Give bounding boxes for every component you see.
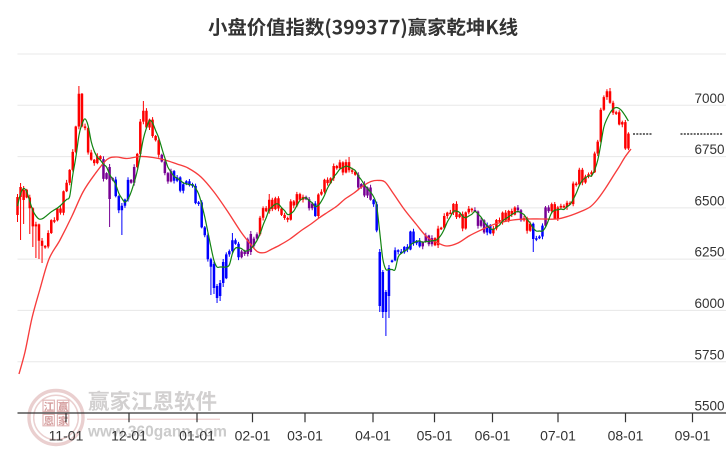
svg-text:06-01: 06-01 (475, 427, 511, 443)
svg-text:04-01: 04-01 (355, 427, 391, 443)
svg-text:02-01: 02-01 (235, 427, 271, 443)
svg-text:12-01: 12-01 (111, 427, 147, 443)
svg-text:08-01: 08-01 (608, 427, 644, 443)
svg-text:5500: 5500 (694, 399, 724, 414)
svg-text:09-01: 09-01 (675, 427, 711, 443)
svg-text:6500: 6500 (694, 194, 724, 209)
svg-text:05-01: 05-01 (417, 427, 453, 443)
svg-text:6000: 6000 (694, 296, 724, 311)
svg-text:03-01: 03-01 (287, 427, 323, 443)
svg-text:6250: 6250 (694, 245, 724, 260)
svg-text:01-01: 01-01 (179, 427, 215, 443)
svg-text:7000: 7000 (694, 91, 724, 106)
svg-text:11-01: 11-01 (49, 427, 84, 443)
svg-text:www.360gann.com: www.360gann.com (87, 424, 227, 441)
svg-text:6750: 6750 (694, 142, 724, 157)
svg-text:5750: 5750 (694, 347, 724, 362)
svg-text:07-01: 07-01 (540, 427, 576, 443)
